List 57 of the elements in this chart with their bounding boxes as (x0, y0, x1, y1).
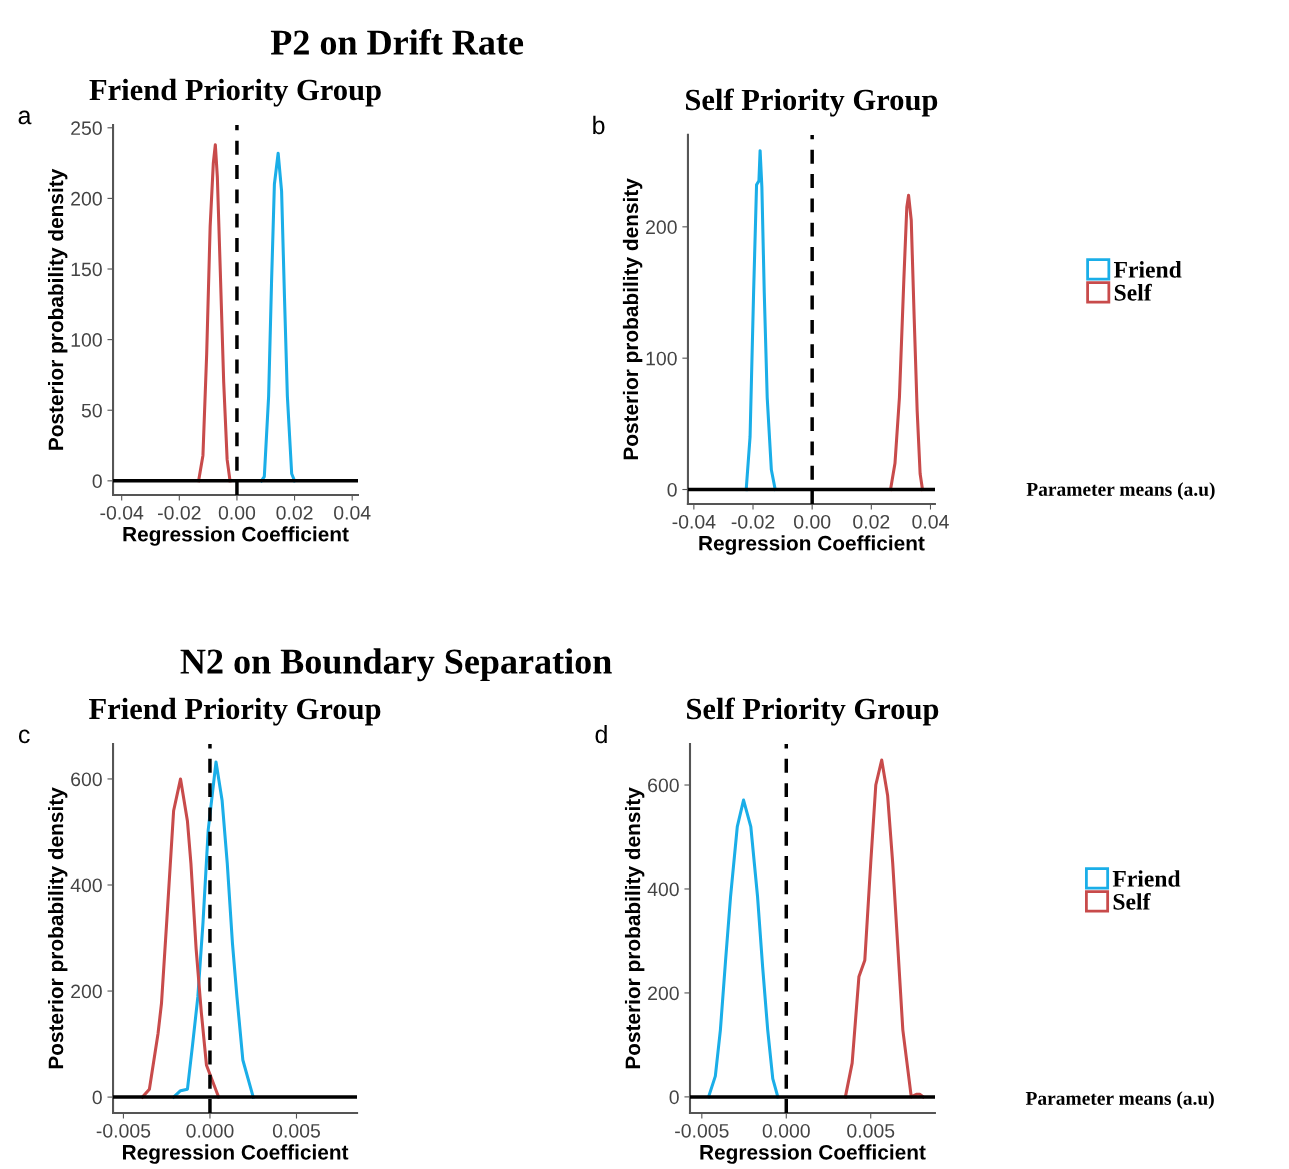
y-tick-label: 100 (71, 333, 102, 347)
x-tick-label: 0.02 (276, 505, 313, 520)
y-tick-label: 100 (646, 351, 677, 366)
x-tick-label: 0.04 (334, 505, 371, 520)
y-tick-label: 0 (92, 474, 102, 489)
x-tick-label: -0.04 (672, 514, 716, 529)
x-tick-label: -0.04 (100, 505, 144, 520)
legend-label: Self (1113, 892, 1151, 910)
text: Parameter means (a.u) (1025, 1091, 1214, 1109)
legend-label: Self (1114, 283, 1152, 301)
text: a (18, 110, 32, 125)
text: N2 on Boundary Separation (180, 648, 612, 682)
x-axis-title: Regression Coefficient (700, 1144, 926, 1164)
x-tick-label: 0.005 (272, 1123, 320, 1138)
x-tick-label: -0.005 (675, 1123, 729, 1138)
x-tick-label: 0.00 (218, 505, 256, 520)
chart-title: Friend Priority Group (89, 697, 381, 726)
legend-label: Friend (1112, 870, 1181, 887)
text: P2 on Drift Rate (270, 28, 524, 55)
y-tick-label: 400 (70, 878, 102, 893)
x-tick-label: 0.000 (762, 1123, 810, 1138)
legend-label: Friend (1113, 261, 1182, 278)
y-tick-label: 200 (71, 191, 102, 206)
y-tick-label: 400 (647, 882, 679, 897)
y-tick-label: 250 (71, 121, 102, 136)
chart-title: Self Priority Group (686, 88, 938, 117)
text: Parameter means (a.u) (1026, 482, 1215, 500)
text: d (595, 724, 607, 744)
y-axis-title: Posterior probability density (624, 787, 645, 1069)
y-tick-label: 200 (648, 986, 679, 1001)
text: b (593, 115, 605, 135)
text: c (18, 729, 30, 744)
x-tick-label: 0.04 (912, 514, 949, 529)
y-tick-label: 50 (81, 403, 102, 418)
y-tick-label: 600 (71, 772, 102, 787)
y-tick-label: 200 (646, 220, 677, 235)
y-tick-label: 150 (71, 262, 102, 277)
x-axis-title: Regression Coefficient (699, 535, 925, 555)
y-tick-label: 0 (667, 482, 677, 497)
y-axis-title: Posterior probability density (47, 787, 68, 1069)
x-tick-label: -0.02 (158, 505, 201, 520)
y-tick-label: 0 (92, 1090, 102, 1105)
x-tick-label: -0.02 (731, 514, 775, 529)
y-tick-label: 200 (71, 984, 102, 999)
y-axis-title: Posterior probability density (622, 178, 643, 460)
y-axis-title: Posterior probability density (47, 168, 68, 450)
y-tick-label: 600 (648, 778, 679, 793)
x-axis-title: Regression Coefficient (123, 1144, 349, 1164)
x-tick-label: 0.000 (186, 1123, 234, 1138)
x-tick-label: 0.005 (847, 1123, 895, 1138)
chart-title: Friend Priority Group (89, 78, 381, 107)
x-tick-label: -0.005 (96, 1123, 151, 1138)
y-tick-label: 0 (669, 1090, 679, 1105)
x-tick-label: 0.02 (853, 514, 890, 529)
x-axis-title: Regression Coefficient (123, 526, 349, 546)
chart-title: Self Priority Group (687, 697, 939, 726)
x-tick-label: 0.00 (794, 514, 831, 529)
